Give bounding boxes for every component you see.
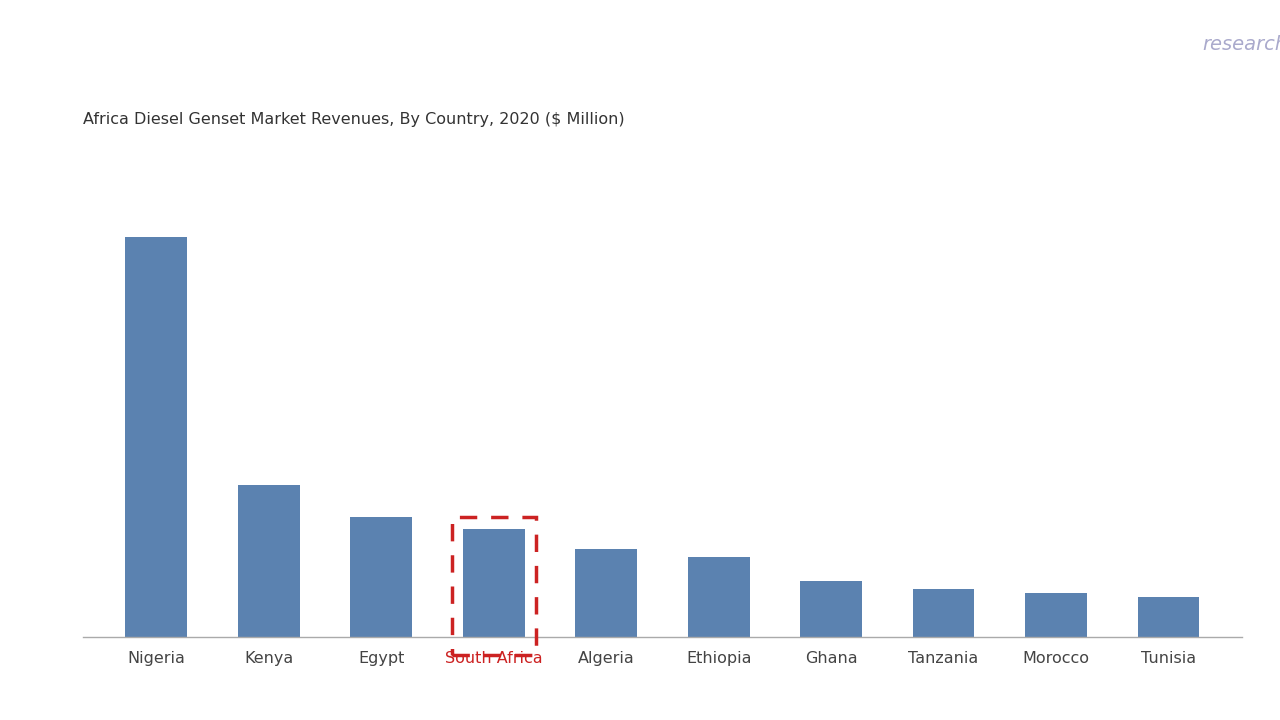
Bar xyxy=(800,581,861,637)
Bar xyxy=(238,485,300,637)
Bar xyxy=(575,549,637,637)
Bar xyxy=(125,236,187,637)
Text: 6W: 6W xyxy=(1138,19,1213,61)
Bar xyxy=(913,589,974,637)
Text: research: research xyxy=(1202,35,1280,54)
Bar xyxy=(1138,597,1199,637)
Bar xyxy=(463,529,525,637)
Bar xyxy=(452,517,536,655)
Bar xyxy=(1025,593,1087,637)
Text: Africa Diesel Genset Market Revenues, By Country, 2020 ($ Million): Africa Diesel Genset Market Revenues, By… xyxy=(83,112,625,127)
Bar xyxy=(687,557,750,637)
Text: Top 10 Countries in Africa Diesel Genset Market: Top 10 Countries in Africa Diesel Genset… xyxy=(28,27,1004,61)
Bar xyxy=(351,517,412,637)
